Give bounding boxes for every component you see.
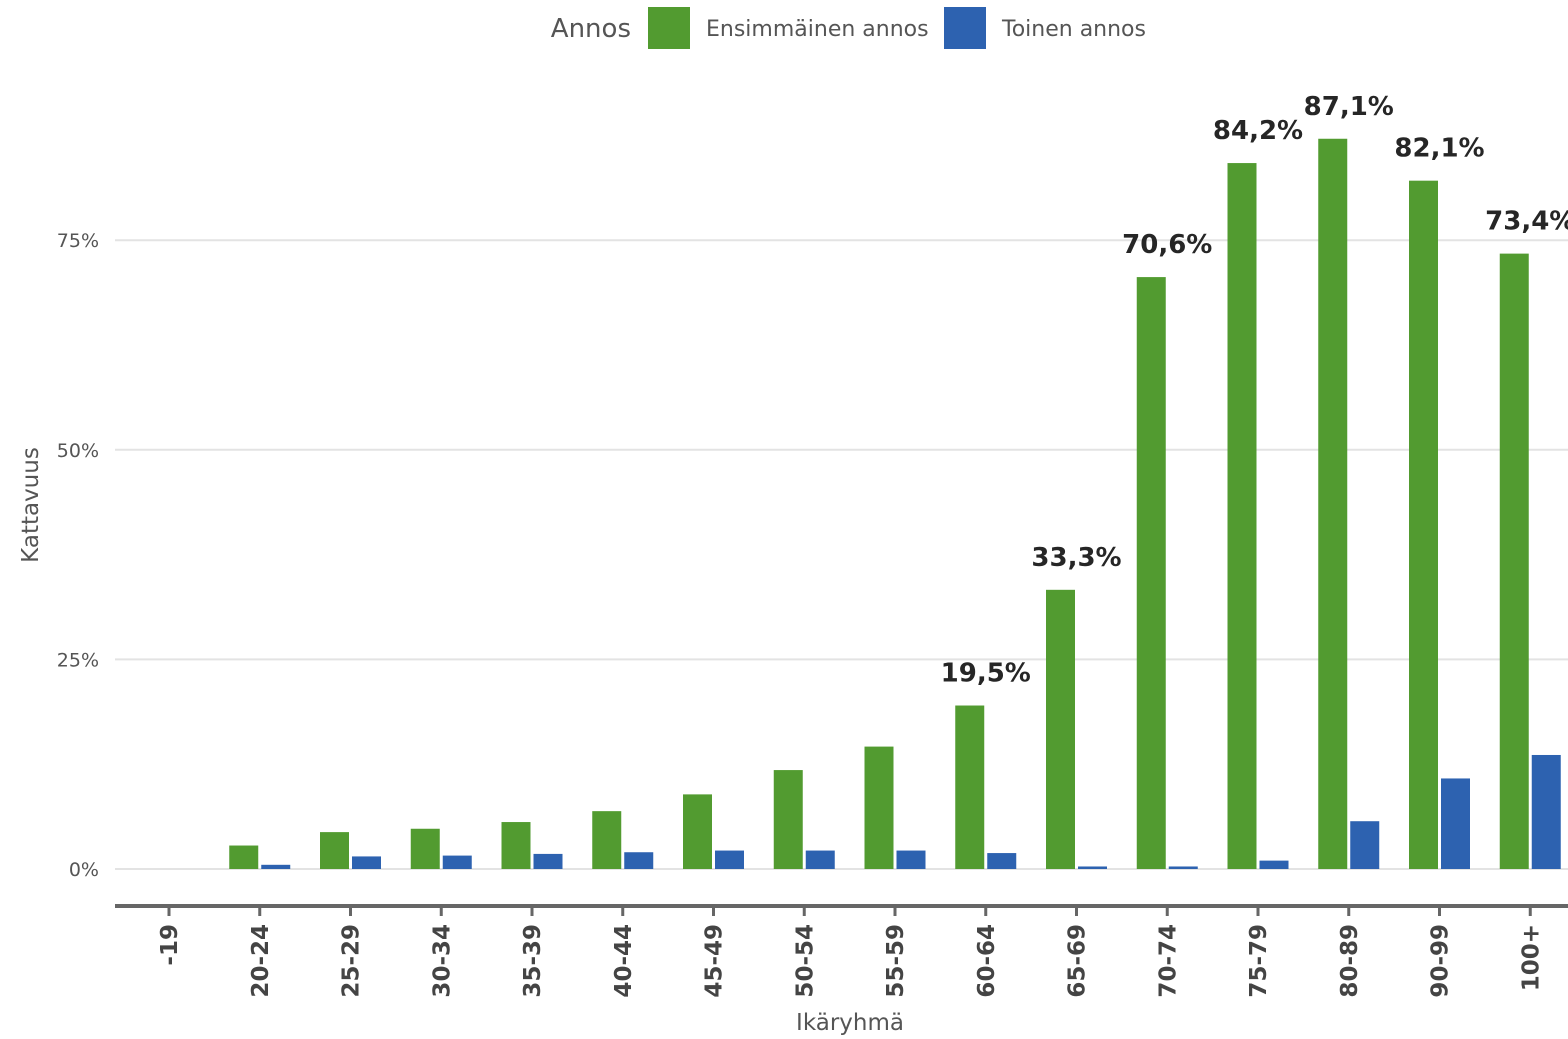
y-axis-ticks: 0% 25% 50% 75% (57, 230, 99, 881)
y-tick-label: 0% (69, 859, 99, 881)
legend-swatch-first-dose (648, 7, 690, 49)
bar-second-dose (1441, 778, 1470, 869)
bar-first-dose (864, 746, 894, 869)
x-tick-label: 60-64 (974, 924, 1000, 998)
bar-first-dose (410, 828, 440, 869)
x-tick-label: 45-49 (702, 924, 728, 998)
bar-second-dose (1350, 821, 1380, 869)
bars (229, 138, 1561, 870)
x-tick-label: 65-69 (1065, 924, 1091, 998)
bar-first-dose (592, 811, 622, 869)
y-tick-label: 75% (57, 230, 99, 252)
x-axis-title: Ikäryhmä (796, 1010, 904, 1036)
x-tick-label: 75-79 (1246, 924, 1272, 998)
data-label: 87,1% (1304, 92, 1394, 122)
bar-second-dose (261, 864, 291, 869)
x-tick-label: 40-44 (611, 924, 637, 998)
data-label: 33,3% (1031, 543, 1121, 573)
x-tick-label: 30-34 (429, 924, 455, 998)
data-labels: 19,5% 33,3% 70,6% 84,2%87,1%82,1% 73,4% (941, 92, 1568, 689)
x-tick-label: 20-24 (248, 924, 274, 998)
bar-first-dose (1136, 277, 1166, 869)
legend: Annos Ensimmäinen annos Toinen annos (551, 7, 1146, 49)
bar-second-dose (442, 855, 472, 869)
data-label: 84,2% (1213, 116, 1303, 146)
x-tick-label: 25-29 (339, 924, 365, 998)
bar-first-dose (501, 822, 531, 869)
bar-second-dose (624, 852, 654, 869)
bar-first-dose (773, 770, 803, 869)
x-tick-label: -19 (157, 924, 183, 966)
bar-second-dose (805, 850, 835, 869)
y-axis-title: Kattavuus (18, 447, 44, 563)
x-tick-label: 100+ (1518, 924, 1544, 991)
bar-second-dose (1531, 754, 1561, 869)
bar-first-dose (229, 845, 259, 869)
x-tick-label: 35-39 (520, 924, 546, 998)
bar-second-dose (1078, 866, 1107, 869)
bar-second-dose (896, 850, 926, 869)
bar-first-dose (1227, 163, 1257, 869)
data-label: 70,6% (1122, 230, 1212, 260)
bar-second-dose (715, 850, 744, 869)
bar-first-dose (683, 794, 712, 869)
bar-first-dose (1409, 180, 1438, 870)
y-tick-label: 25% (57, 649, 99, 671)
x-tick-label: 90-99 (1428, 924, 1454, 998)
legend-swatch-second-dose (944, 7, 986, 49)
bar-second-dose (1259, 860, 1289, 869)
x-tick-label: 70-74 (1155, 924, 1181, 998)
data-label: 73,4% (1485, 207, 1568, 237)
legend-label-second-dose: Toinen annos (1001, 17, 1146, 42)
bar-second-dose (352, 856, 381, 869)
bar-first-dose (1318, 138, 1348, 869)
data-label: 19,5% (941, 659, 1031, 689)
legend-title: Annos (551, 14, 631, 44)
y-tick-label: 50% (57, 440, 99, 462)
bar-second-dose (533, 853, 563, 869)
gridlines (115, 239, 1568, 870)
x-tick-label: 55-59 (883, 924, 909, 998)
x-tick-label: 50-54 (792, 924, 818, 998)
bar-first-dose (1046, 589, 1075, 869)
x-axis-ticks: -19 20-24 25-29 30-34 35-39 40-44 45-49 50-54 55… (157, 906, 1544, 998)
bar-first-dose (955, 705, 985, 869)
bar-second-dose (1168, 866, 1198, 869)
bar-second-dose (987, 853, 1017, 869)
bar-first-dose (1499, 253, 1529, 870)
bar-first-dose (320, 832, 349, 869)
legend-label-first-dose: Ensimmäinen annos (706, 17, 929, 42)
data-label: 82,1% (1394, 134, 1484, 164)
x-tick-label: 80-89 (1337, 924, 1363, 998)
